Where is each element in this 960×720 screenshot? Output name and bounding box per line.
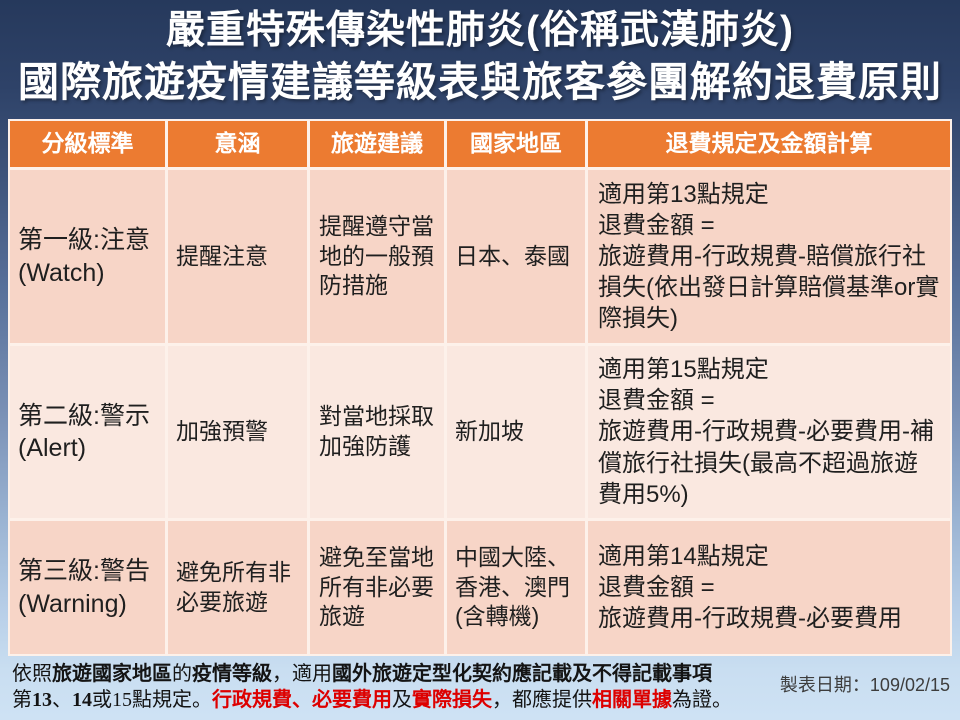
cell-meaning-watch: 提醒注意 xyxy=(168,170,307,343)
cell-meaning-warning: 避免所有非必要旅遊 xyxy=(168,521,307,654)
cell-meaning-alert: 加強預警 xyxy=(168,346,307,518)
footer-note-segment: 旅遊國家地區 xyxy=(52,663,172,685)
footer-note-segment: 相關單據 xyxy=(592,689,672,711)
footer-note-segment: ，都應提供 xyxy=(492,689,592,711)
footer-note-segment: 行政規費、必要費用 xyxy=(212,689,392,711)
footer-note-segment: 、 xyxy=(52,689,72,711)
cell-advice-warning: 避免至當地所有非必要旅遊 xyxy=(310,521,444,654)
footer-note-line-1: 依照旅遊國家地區的疫情等級，適用國外旅遊定型化契約應記載及不得記載事項 xyxy=(12,661,732,687)
footer-note-segment: 14 xyxy=(72,689,92,711)
footer-note-segment: 的 xyxy=(172,663,192,685)
cell-refund-warning: 適用第14點規定 退費金額 = 旅遊費用-行政規費-必要費用 xyxy=(588,521,950,654)
footer-note-segment: ，適用 xyxy=(272,663,332,685)
made-date-label: 製表日期：109/02/15 xyxy=(779,675,950,695)
cell-advice-alert: 對當地採取加強防護 xyxy=(310,346,444,518)
cell-regions-alert: 新加坡 xyxy=(447,346,585,518)
title-line-2: 國際旅遊疫情建議等級表與旅客參團解約退費原則 xyxy=(18,59,942,105)
cell-level-warning: 第三級:警告 (Warning) xyxy=(10,521,165,654)
footer-note-segment: 或15點規定。 xyxy=(92,689,212,711)
cell-advice-watch: 提醒遵守當地的一般預防措施 xyxy=(310,170,444,343)
slide-title: 嚴重特殊傳染性肺炎(俗稱武漢肺炎) 國際旅遊疫情建議等級表與旅客參團解約退費原則 xyxy=(0,6,960,108)
travel-advisory-table: 分級標準 意涵 旅遊建議 國家地區 退費規定及金額計算 第一級:注意 (Watc… xyxy=(8,119,952,656)
footer-note-segment: 國外旅遊定型化契約應記載及不得記載事項 xyxy=(332,663,712,685)
cell-regions-warning: 中國大陸、香港、澳門 (含轉機) xyxy=(447,521,585,654)
cell-refund-alert: 適用第15點規定 退費金額 = 旅遊費用-行政規費-必要費用-補償旅行社損失(最… xyxy=(588,346,950,518)
header-cell-grading: 分級標準 xyxy=(10,121,165,167)
cell-refund-watch: 適用第13點規定 退費金額 = 旅遊費用-行政規費-賠償旅行社損失(依出發日計算… xyxy=(588,170,950,343)
footer-note-segment: 第 xyxy=(12,689,32,711)
footer-note-segment: 13 xyxy=(32,689,52,711)
header-cell-refund: 退費規定及金額計算 xyxy=(588,121,950,167)
header-cell-meaning: 意涵 xyxy=(168,121,307,167)
footer-note-segment: 疫情等級 xyxy=(192,663,272,685)
footer-note: 依照旅遊國家地區的疫情等級，適用國外旅遊定型化契約應記載及不得記載事項 第13、… xyxy=(12,661,732,713)
footer-note-segment: 為證。 xyxy=(672,689,732,711)
footer-note-segment: 及 xyxy=(392,689,412,711)
cell-level-alert: 第二級:警示 (Alert) xyxy=(10,346,165,518)
title-line-1: 嚴重特殊傳染性肺炎(俗稱武漢肺炎) xyxy=(166,9,794,52)
footer-note-line-2: 第13、14或15點規定。行政規費、必要費用及實際損失，都應提供相關單據為證。 xyxy=(12,687,732,713)
cell-level-watch: 第一級:注意 (Watch) xyxy=(10,170,165,343)
header-cell-advice: 旅遊建議 xyxy=(310,121,444,167)
footer-note-segment: 實際損失 xyxy=(412,689,492,711)
footer-note-segment: 依照 xyxy=(12,663,52,685)
cell-regions-watch: 日本、泰國 xyxy=(447,170,585,343)
header-cell-regions: 國家地區 xyxy=(447,121,585,167)
